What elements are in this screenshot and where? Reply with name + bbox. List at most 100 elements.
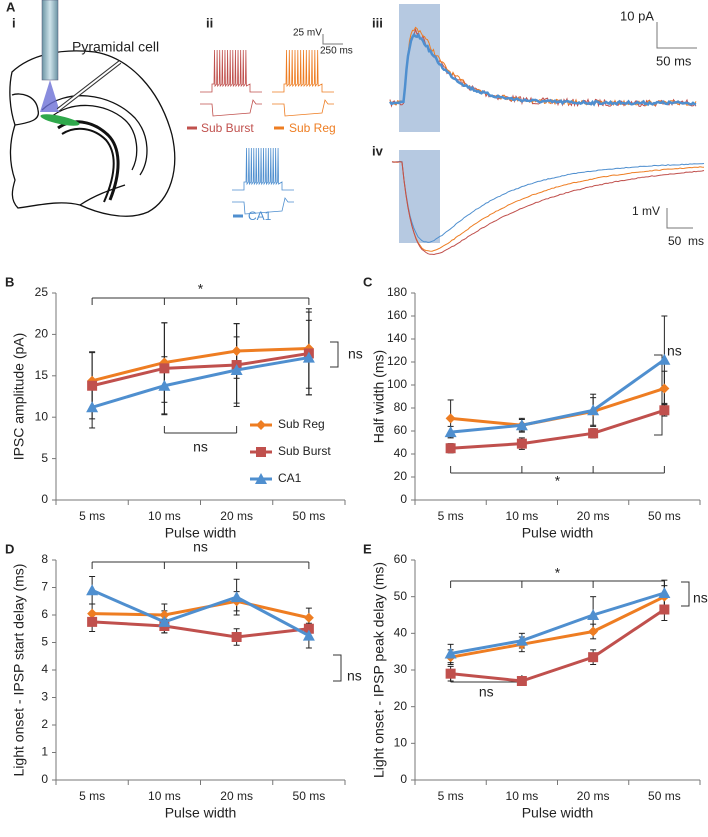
point	[159, 610, 170, 620]
point	[159, 363, 170, 374]
y-tick-label: 100	[387, 377, 407, 391]
series-line	[450, 408, 665, 450]
y-axis-title: Light onset - IPSP start delay (ms)	[11, 564, 27, 777]
y-tick-label: 25	[35, 285, 49, 299]
point	[158, 379, 171, 391]
scale-label: 1 mV	[632, 204, 660, 218]
y-axis-title: IPSC amplitude (pA)	[11, 333, 27, 461]
scale-label: 50 ms	[668, 234, 704, 248]
scale-bars	[322, 22, 697, 229]
point	[659, 383, 670, 394]
point	[587, 404, 600, 416]
y-tick-label: 0	[41, 492, 48, 506]
bracket	[654, 354, 663, 436]
ipsp-trace	[391, 161, 705, 243]
point	[255, 473, 267, 484]
x-tick-label: 50 ms	[293, 789, 326, 803]
point	[87, 616, 98, 627]
y-tick-label: 160	[387, 308, 407, 322]
panel-label: D	[5, 541, 14, 556]
trace-legend: Sub Burst	[201, 121, 254, 135]
x-tick-label: 20 ms	[577, 509, 610, 523]
pipette-bore	[57, 61, 121, 111]
y-tick-label: 40	[394, 626, 408, 640]
point	[445, 413, 456, 424]
y-tick-label: 0	[400, 772, 407, 786]
series-line	[91, 351, 310, 388]
bracket	[681, 581, 690, 607]
y-tick-label: 60	[394, 552, 408, 566]
annotation: *	[555, 473, 561, 489]
annotation: ns	[347, 668, 362, 684]
spike-trace	[200, 49, 262, 93]
x-axis-title: Pulse width	[165, 525, 237, 541]
series-line	[450, 358, 666, 434]
series-line	[450, 595, 666, 659]
y-tick-label: 6	[41, 607, 48, 621]
x-tick-label: 50 ms	[293, 509, 326, 523]
point	[87, 380, 98, 391]
legend-label: Sub Burst	[278, 444, 331, 458]
scale-label: 25 mV	[293, 28, 322, 39]
y-tick-label: 10	[35, 409, 49, 423]
y-tick-label: 5	[41, 635, 48, 649]
sub-label: iv	[372, 143, 384, 158]
point	[515, 634, 528, 646]
panel-label: C	[363, 274, 373, 289]
sub-label: i	[12, 15, 16, 30]
light-pulse-iii	[399, 4, 440, 132]
y-tick-label: 0	[400, 492, 407, 506]
scale-label: 250 ms	[320, 46, 353, 57]
x-tick-label: 10 ms	[506, 509, 539, 523]
y-tick-label: 20	[394, 469, 408, 483]
y-tick-label: 2	[41, 717, 48, 731]
point	[588, 652, 599, 663]
point	[588, 626, 599, 637]
y-tick-label: 120	[387, 354, 407, 368]
y-tick-label: 40	[394, 446, 408, 460]
point	[659, 405, 670, 416]
series-line	[91, 588, 310, 637]
point	[231, 345, 242, 356]
y-tick-label: 140	[387, 331, 407, 345]
y-tick-label: 0	[41, 772, 48, 786]
point	[444, 426, 457, 438]
legend-label: CA1	[278, 471, 302, 485]
y-tick-label: 5	[41, 451, 48, 465]
hyper-trace	[272, 99, 334, 117]
point	[256, 420, 266, 430]
x-tick-label: 5 ms	[79, 789, 105, 803]
point	[231, 632, 242, 642]
sub-label: iii	[372, 15, 383, 30]
series-line	[91, 356, 310, 409]
x-tick-label: 5 ms	[79, 509, 105, 523]
point	[302, 351, 315, 363]
hyper-trace	[232, 197, 294, 215]
x-axis-title: Pulse width	[522, 805, 594, 821]
point	[658, 353, 671, 365]
panel-label: B	[5, 274, 14, 289]
x-tick-label: 10 ms	[148, 509, 181, 523]
point	[303, 623, 314, 634]
point	[158, 615, 171, 627]
point	[86, 401, 99, 413]
scale-label: 10 pA	[620, 8, 654, 23]
y-tick-label: 80	[394, 400, 408, 414]
point	[444, 647, 457, 659]
annotation: ns	[693, 590, 708, 606]
light-cone	[40, 80, 60, 112]
panel-label: E	[363, 541, 372, 556]
trace-legend: Sub Reg	[289, 121, 336, 135]
x-axis-title: Pulse width	[522, 525, 594, 541]
point	[230, 364, 243, 376]
bracket	[330, 341, 339, 368]
x-tick-label: 5 ms	[438, 789, 464, 803]
x-tick-label: 50 ms	[648, 509, 681, 523]
point	[86, 584, 99, 596]
x-axis-title: Pulse width	[165, 805, 237, 821]
point	[516, 438, 527, 449]
panel-label: A	[6, 0, 16, 14]
pyramidal-layer	[40, 114, 80, 126]
y-tick-label: 50	[394, 589, 408, 603]
